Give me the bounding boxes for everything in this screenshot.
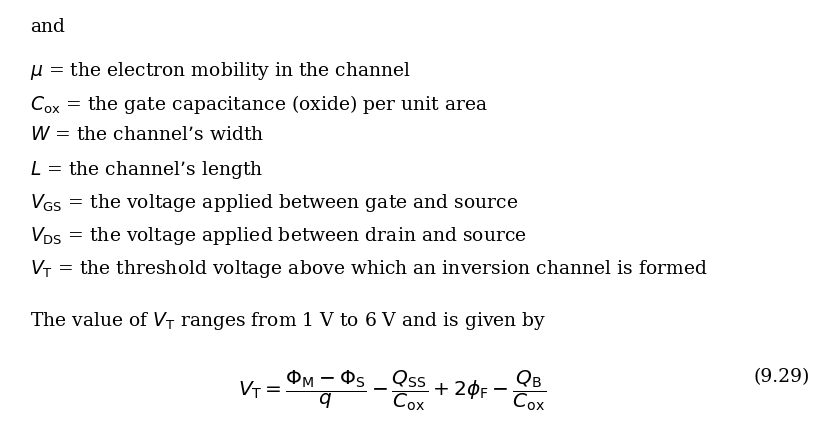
Text: $V_{\mathrm{GS}}$ = the voltage applied between gate and source: $V_{\mathrm{GS}}$ = the voltage applied … [30,192,519,214]
Text: $W$ = the channel’s width: $W$ = the channel’s width [30,126,265,144]
Text: $V_{\mathrm{DS}}$ = the voltage applied between drain and source: $V_{\mathrm{DS}}$ = the voltage applied … [30,225,527,247]
Text: $\mu$ = the electron mobility in the channel: $\mu$ = the electron mobility in the cha… [30,60,411,82]
Text: $C_{\mathrm{ox}}$ = the gate capacitance (oxide) per unit area: $C_{\mathrm{ox}}$ = the gate capacitance… [30,93,488,116]
Text: $L$ = the channel’s length: $L$ = the channel’s length [30,159,264,181]
Text: The value of $V_{\mathrm{T}}$ ranges from 1 V to 6 V and is given by: The value of $V_{\mathrm{T}}$ ranges fro… [30,310,547,332]
Text: (9.29): (9.29) [753,368,810,386]
Text: and: and [30,18,65,36]
Text: $V_{\mathrm{T}}$ = the threshold voltage above which an inversion channel is for: $V_{\mathrm{T}}$ = the threshold voltage… [30,258,707,280]
Text: $V_{\mathrm{T}} = \dfrac{\Phi_{\mathrm{M}} - \Phi_{\mathrm{S}}}{q} - \dfrac{Q_{\: $V_{\mathrm{T}} = \dfrac{\Phi_{\mathrm{M… [238,368,547,413]
